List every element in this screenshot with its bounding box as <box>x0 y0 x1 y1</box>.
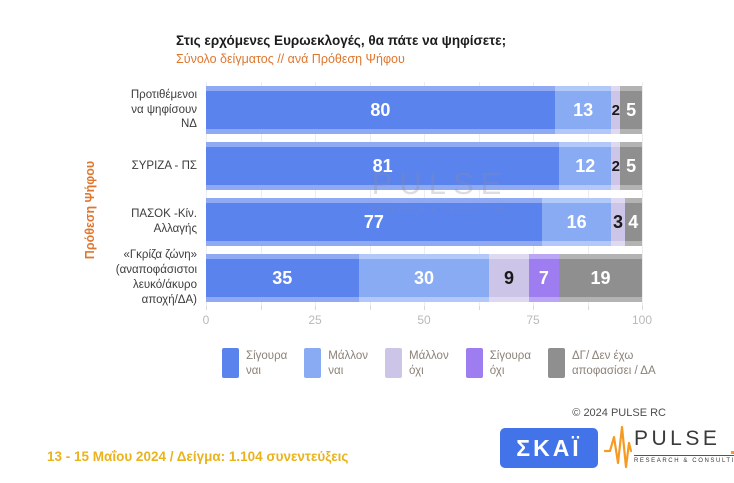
bar-segment: 19 <box>559 259 642 297</box>
legend-item: Σίγουρα όχι <box>465 348 531 379</box>
pulse-waveform-icon <box>604 425 632 469</box>
legend: Σίγουρα ναι Μάλλον ναι Μάλλον όχι Σίγουρα όχι ΔΓ… <box>222 348 656 379</box>
chart-row: Προτιθέμενοι να ψηφίσουν ΝΔ 80 13 2 5 <box>40 82 642 138</box>
legend-item: Μάλλον όχι <box>385 348 449 379</box>
bar-segment: 9 <box>489 259 529 297</box>
stacked-bar: 35 30 9 7 19 <box>206 254 642 302</box>
bar-segment: 80 <box>206 91 555 129</box>
axis-tick <box>533 306 534 310</box>
chart-row: ΠΑΣΟΚ -Κίν. Αλλαγής 77 16 3 4 <box>40 194 642 250</box>
bar-layer-main: 77 16 3 4 <box>206 203 642 241</box>
bar-value-label: 5 <box>626 155 637 176</box>
bar-layer-main: 81 12 2 5 <box>206 147 642 185</box>
axis-tick-label: 75 <box>526 313 540 327</box>
bar-value-label: 81 <box>372 155 393 176</box>
bar-value-label: 3 <box>613 211 624 232</box>
bar-value-label: 12 <box>575 155 596 176</box>
copyright-text: © 2024 PULSE RC <box>572 407 666 419</box>
pulse-logo-text-block: PULSE RESEARCH & CONSULTING <box>634 428 734 464</box>
bar-value-label: 13 <box>573 99 594 120</box>
chart-row: «Γκρίζα ζώνη» (αναποφάσιστοι λευκό/άκυρο απ… <box>40 249 642 306</box>
bar-value-label: 4 <box>628 211 639 232</box>
legend-label: Σίγουρα ναι <box>246 350 288 377</box>
skai-logo: ΣΚΑΪ <box>500 428 598 468</box>
bar-segment: 12 <box>559 147 612 185</box>
legend-swatch <box>548 348 565 378</box>
axis-tick <box>478 306 480 310</box>
legend-label: ΔΓ/ Δεν έχω αποφασίσει / ΔΑ <box>572 350 656 377</box>
bar-value-label: 35 <box>272 267 293 288</box>
gridline <box>642 82 643 306</box>
bar-value-label: 16 <box>566 211 587 232</box>
x-axis: 0 25 50 75 100 <box>202 306 652 332</box>
bar-value-label: 2 <box>611 101 620 119</box>
bar-segment: 16 <box>541 203 612 241</box>
axis-tick <box>206 306 207 310</box>
bar-layer-main: 35 30 9 7 19 <box>206 259 642 297</box>
axis-tick-label: 100 <box>631 313 653 327</box>
legend-label: Μάλλον όχι <box>409 350 449 377</box>
axis-tick <box>369 306 371 310</box>
bar-value-label: 7 <box>538 267 549 288</box>
bar-segment: 35 <box>206 259 359 297</box>
fieldwork-note: 13 - 15 Μαΐου 2024 / Δείγμα: 1.104 συνεν… <box>47 449 349 464</box>
axis-tick-label: 50 <box>417 313 431 327</box>
page-title: Στις ερχόμενες Ευρωεκλογές, θα πάτε να ψ… <box>176 33 507 48</box>
bar-layer-main: 80 13 2 5 <box>206 91 642 129</box>
stacked-bar: 80 13 2 5 <box>206 86 642 134</box>
bar-value-label: 2 <box>611 157 620 175</box>
bar-segment: 5 <box>620 147 642 185</box>
bar-value-label: 5 <box>626 99 637 120</box>
skai-logo-text: ΣΚΑΪ <box>516 434 582 461</box>
bar-value-label: 19 <box>590 267 611 288</box>
legend-item: Μάλλον ναι <box>304 348 368 379</box>
axis-tick-label: 0 <box>202 313 210 327</box>
category-label: «Γκρίζα ζώνη» (αναποφάσιστοι λευκό/άκυρο απ… <box>115 249 197 306</box>
legend-swatch <box>222 348 239 378</box>
legend-item: Σίγουρα ναι <box>222 348 287 379</box>
axis-tick <box>424 306 425 310</box>
bar-value-label: 9 <box>504 267 515 288</box>
bar-segment: 13 <box>554 91 612 129</box>
bar-chart: Προτιθέμενοι να ψηφίσουν ΝΔ 80 13 2 5 ΣΥΡΙΖΑ - … <box>40 82 652 332</box>
axis-tick <box>315 306 316 310</box>
bar-segment: 81 <box>206 147 560 185</box>
bar-segment: 2 <box>611 91 621 129</box>
pulse-logo: PULSE RESEARCH & CONSULTING <box>604 423 734 469</box>
legend-label: Μάλλον ναι <box>328 350 368 377</box>
bar-segment: 5 <box>620 91 642 129</box>
chart-rows: Προτιθέμενοι να ψηφίσουν ΝΔ 80 13 2 5 ΣΥΡΙΖΑ - … <box>40 82 642 306</box>
category-label: ΣΥΡΙΖΑ - ΠΣ <box>131 159 197 172</box>
page-subtitle: Σύνολο δείγματος // ανά Πρόθεση Ψήφου <box>176 52 405 66</box>
stacked-bar: 81 12 2 5 <box>206 142 642 190</box>
bar-value-label: 30 <box>413 267 434 288</box>
axis-tick <box>587 306 589 310</box>
bar-value-label: 77 <box>363 211 384 232</box>
bar-segment: 77 <box>206 203 542 241</box>
category-label: Προτιθέμενοι να ψηφίσουν ΝΔ <box>130 88 197 131</box>
legend-label: Σίγουρα όχι <box>489 350 531 377</box>
legend-item: ΔΓ/ Δεν έχω αποφασίσει / ΔΑ <box>548 348 656 379</box>
bar-value-label: 80 <box>370 99 391 120</box>
bar-segment: 4 <box>624 203 642 241</box>
axis-tick <box>260 306 262 310</box>
pulse-logo-subtext: RESEARCH & CONSULTING <box>634 455 734 464</box>
axis-tick <box>642 306 643 310</box>
axis-tick-label: 25 <box>308 313 322 327</box>
bar-segment: 30 <box>358 259 490 297</box>
legend-swatch <box>304 348 322 378</box>
bar-segment: 2 <box>611 147 621 185</box>
legend-swatch <box>465 348 483 378</box>
pulse-logo-accent-bar <box>731 451 734 454</box>
bar-segment: 7 <box>528 259 560 297</box>
chart-row: ΣΥΡΙΖΑ - ΠΣ 81 12 2 5 <box>40 138 642 194</box>
bar-segment: 3 <box>611 203 625 241</box>
category-label: ΠΑΣΟΚ -Κίν. Αλλαγής <box>131 208 197 235</box>
stacked-bar: 77 16 3 4 <box>206 198 642 246</box>
legend-swatch <box>385 348 402 378</box>
pulse-logo-text: PULSE <box>634 427 721 450</box>
